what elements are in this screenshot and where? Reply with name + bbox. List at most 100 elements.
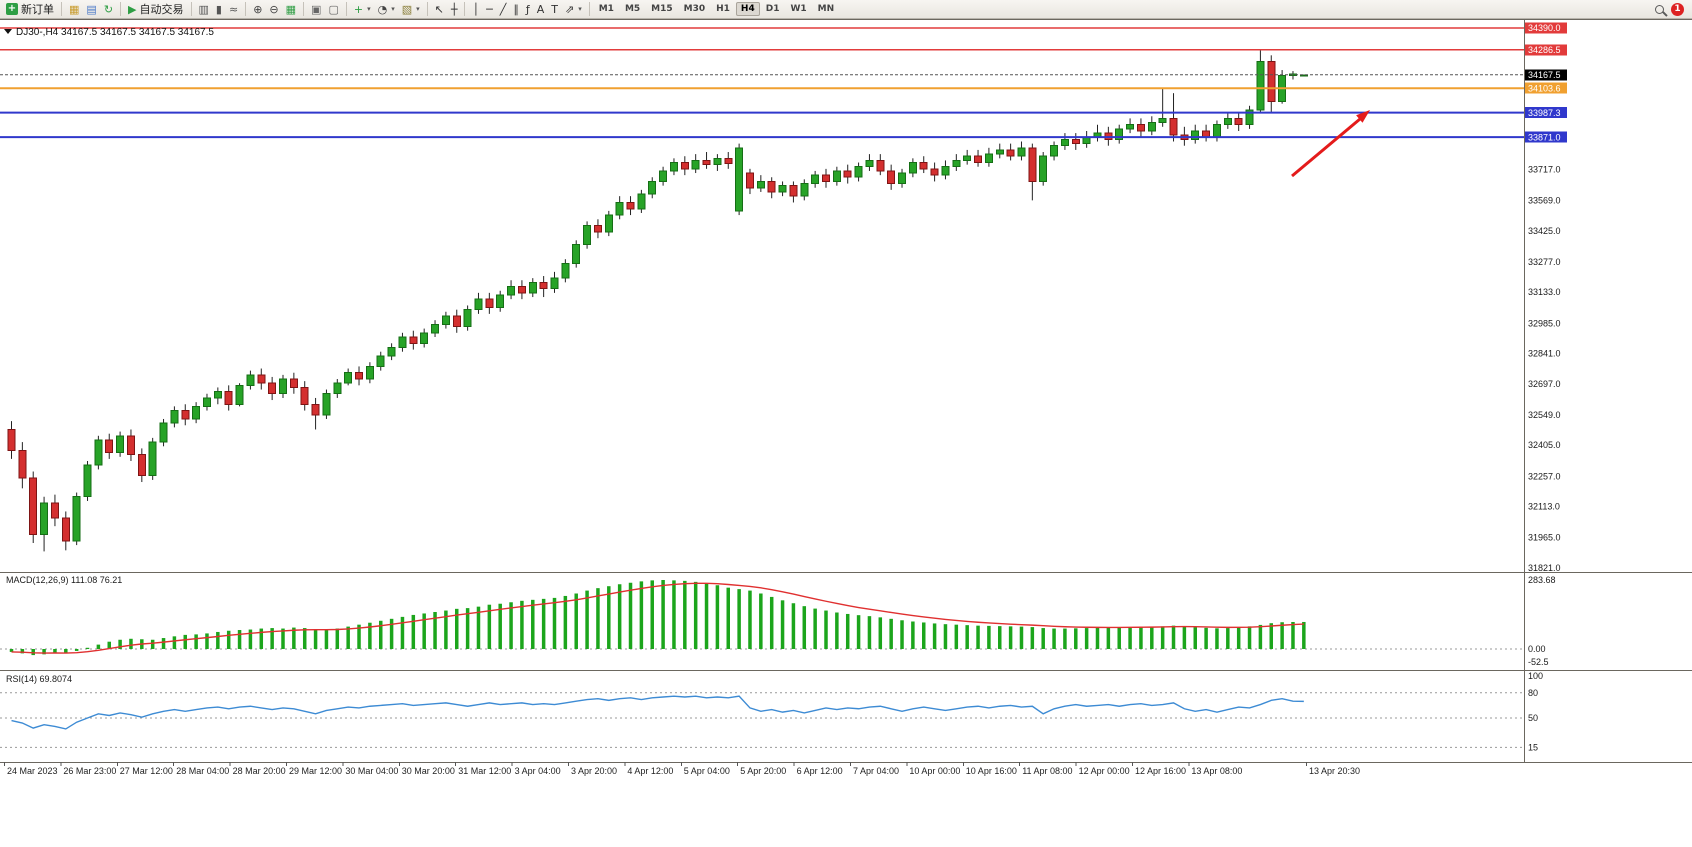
indicators-icon: + bbox=[353, 2, 364, 16]
time-axis-label: 5 Apr 20:00 bbox=[740, 766, 786, 776]
indicators-button[interactable]: + ▾ bbox=[351, 1, 374, 17]
tile-horizontal-icon: ▢ bbox=[328, 2, 339, 16]
rsi-line bbox=[11, 695, 1304, 730]
clock-icon: ◔ bbox=[377, 2, 388, 16]
caret-down-icon[interactable]: ▾ bbox=[367, 5, 371, 13]
price-axis-label: 33425.0 bbox=[1528, 226, 1561, 236]
price-axis-label: 32985.0 bbox=[1528, 318, 1561, 328]
trendline-icon: ╱ bbox=[499, 2, 507, 16]
text-button[interactable]: A bbox=[534, 1, 548, 17]
templates-icon: ▧ bbox=[401, 2, 413, 16]
caret-down-icon[interactable]: ▾ bbox=[578, 5, 582, 13]
zoom-in-icon: ⊕ bbox=[253, 2, 263, 16]
time-axis-label: 7 Apr 04:00 bbox=[853, 766, 899, 776]
text-label-button[interactable]: T bbox=[548, 1, 561, 17]
price-axis-label: 32405.0 bbox=[1528, 440, 1561, 450]
channel-button[interactable]: ∥ bbox=[510, 1, 522, 17]
timeframe-m30-button[interactable]: M30 bbox=[683, 4, 706, 14]
price-tag-label: 33871.0 bbox=[1528, 132, 1561, 142]
candlestick-button[interactable]: ▮ bbox=[213, 1, 225, 17]
time-axis-label: 26 Mar 23:00 bbox=[63, 766, 116, 776]
crosshair-icon: ┼ bbox=[450, 2, 458, 16]
templates-button[interactable]: ▧ ▾ bbox=[399, 1, 423, 17]
rsi-scale-label: 80 bbox=[1528, 688, 1538, 698]
timeframe-m5-button[interactable]: M5 bbox=[624, 4, 641, 14]
tile-windows-icon: ▦ bbox=[285, 2, 297, 16]
vertical-line-button[interactable]: │ bbox=[469, 1, 482, 17]
profiles-button[interactable]: ▤ bbox=[83, 1, 99, 17]
arrows-button[interactable]: ⇗ ▾ bbox=[562, 1, 585, 17]
toolbar-separator bbox=[303, 2, 305, 16]
rsi-scale-label: 15 bbox=[1528, 742, 1538, 752]
tile-windows-button[interactable]: ▦ bbox=[283, 1, 299, 17]
new-order-button[interactable]: + 新订单 bbox=[3, 1, 57, 17]
rsi-label: RSI(14) 69.8074 bbox=[6, 674, 72, 684]
text-icon: A bbox=[536, 2, 545, 16]
crosshair-button[interactable]: ┼ bbox=[448, 1, 461, 17]
macd-scale-label: 283.68 bbox=[1528, 575, 1556, 585]
arrows-icon: ⇗ bbox=[564, 2, 575, 16]
price-axis-label: 32697.0 bbox=[1528, 379, 1561, 389]
fibonacci-icon: ƒ bbox=[525, 2, 530, 16]
trend-arrow[interactable] bbox=[1291, 110, 1370, 178]
timeframe-m15-button[interactable]: M15 bbox=[651, 4, 673, 14]
caret-down-icon[interactable]: ▾ bbox=[416, 5, 420, 13]
price-axis-label: 32841.0 bbox=[1528, 349, 1561, 359]
fibonacci-button[interactable]: ƒ bbox=[523, 1, 533, 17]
cascade-windows-button[interactable]: ▣ bbox=[308, 1, 324, 17]
refresh-button[interactable]: ↻ bbox=[101, 1, 116, 17]
timeframe-d1-button[interactable]: D1 bbox=[765, 4, 780, 14]
autotrading-button[interactable]: ▶ 自动交易 bbox=[125, 1, 186, 17]
autotrading-icon: ▶ bbox=[128, 2, 137, 16]
price-axis-label: 32549.0 bbox=[1528, 410, 1561, 420]
periods-button[interactable]: ◔ ▾ bbox=[375, 1, 398, 17]
price-tag-label: 33987.3 bbox=[1528, 108, 1561, 118]
trendline-button[interactable]: ╱ bbox=[497, 1, 510, 17]
candlesticks bbox=[7, 50, 1308, 552]
search-icon[interactable] bbox=[1655, 4, 1664, 14]
caret-down-icon[interactable]: ▾ bbox=[391, 5, 395, 13]
line-chart-button[interactable]: ≈ bbox=[226, 1, 241, 17]
cursor-button[interactable]: ↖ bbox=[432, 1, 447, 17]
price-tag bbox=[1525, 69, 1567, 81]
price-axis-label: 33133.0 bbox=[1528, 287, 1561, 297]
charts-button[interactable]: ▦ bbox=[66, 1, 82, 17]
horizontal-line-button[interactable]: ─ bbox=[483, 1, 496, 17]
timeframe-h4-button[interactable]: H4 bbox=[735, 2, 760, 16]
price-tag bbox=[1525, 82, 1567, 94]
zoom-in-button[interactable]: ⊕ bbox=[250, 1, 265, 17]
price-axis-label: 32257.0 bbox=[1528, 471, 1561, 481]
time-axis-label: 4 Apr 12:00 bbox=[627, 766, 673, 776]
timeframe-mn-button[interactable]: MN bbox=[817, 4, 835, 14]
toolbar-separator bbox=[61, 2, 62, 16]
time-axis-label: 6 Apr 12:00 bbox=[797, 766, 843, 776]
macd-scale-label: 0.00 bbox=[1528, 644, 1546, 654]
time-axis-label: 5 Apr 04:00 bbox=[684, 766, 730, 776]
new-order-button-label: 新订单 bbox=[21, 3, 54, 16]
time-axis-label: 27 Mar 12:00 bbox=[120, 766, 173, 776]
price-axis-label: 31821.0 bbox=[1528, 563, 1561, 573]
price-tag-label: 34167.5 bbox=[1528, 70, 1561, 80]
chart-menu-icon[interactable] bbox=[4, 29, 12, 34]
toolbar-separator bbox=[245, 2, 247, 16]
price-axis-label: 33569.0 bbox=[1528, 196, 1561, 206]
bar-chart-button[interactable]: ▥ bbox=[196, 1, 212, 17]
notification-badge[interactable]: 1 bbox=[1671, 2, 1684, 16]
timeframe-w1-button[interactable]: W1 bbox=[790, 4, 807, 14]
time-axis-label: 30 Mar 04:00 bbox=[345, 766, 398, 776]
zoom-out-button[interactable]: ⊖ bbox=[266, 1, 281, 17]
candlestick-icon: ▮ bbox=[215, 2, 222, 16]
bar-chart-icon: ▥ bbox=[198, 2, 209, 16]
toolbar-separator bbox=[426, 2, 428, 16]
tile-horizontal-button[interactable]: ▢ bbox=[325, 1, 341, 17]
price-axis-label: 33277.0 bbox=[1528, 257, 1561, 267]
timeframe-h1-button[interactable]: H1 bbox=[716, 4, 730, 14]
timeframe-m1-button[interactable]: M1 bbox=[598, 4, 614, 14]
time-axis-label: 11 Apr 08:00 bbox=[1022, 766, 1072, 776]
toolbar-separator bbox=[120, 2, 122, 16]
toolbar-buttons: + 新订单 ▦ ▤ ↻ ▶ 自动交易 ▥ ▮ ≈ ⊕ ⊖ ▦ ▣ ▢ + ▾ ◔ ▾ ▧ ▾ ↖ ┼ │ ─ ╱ ∥ ƒ A T ⇗ ▾ M1 M… bbox=[3, 1, 1655, 17]
time-axis-label: 12 Apr 00:00 bbox=[1079, 766, 1130, 776]
toolbar: + 新订单 ▦ ▤ ↻ ▶ 自动交易 ▥ ▮ ≈ ⊕ ⊖ ▦ ▣ ▢ + ▾ ◔ ▾ ▧ ▾ ↖ ┼ │ ─ ╱ ∥ ƒ A T ⇗ ▾ M1 M… bbox=[0, 0, 1692, 19]
